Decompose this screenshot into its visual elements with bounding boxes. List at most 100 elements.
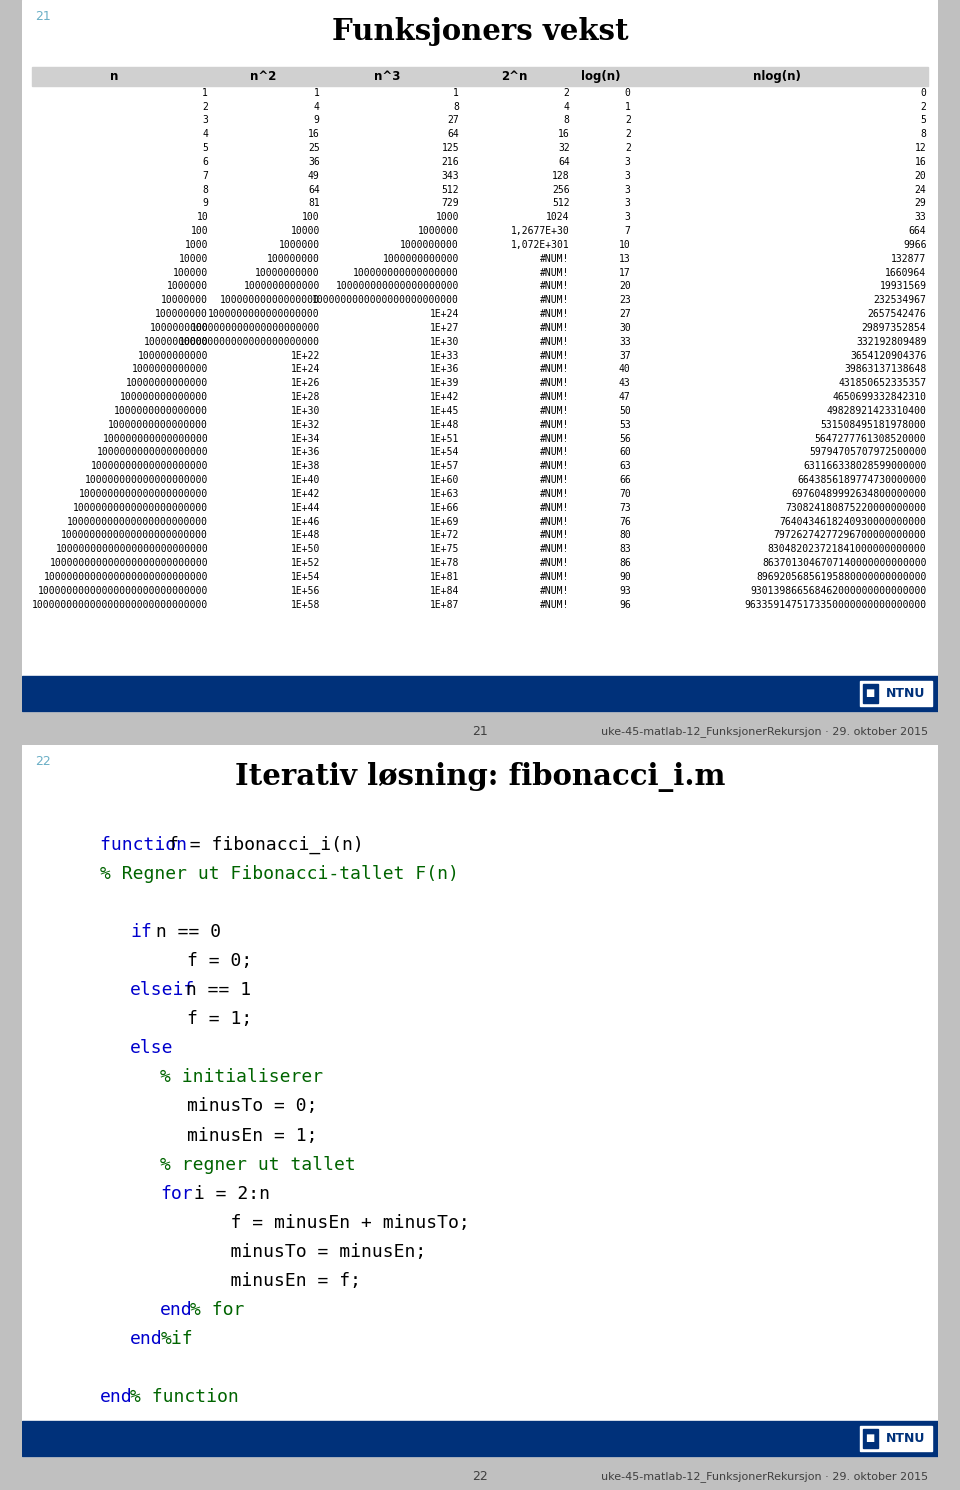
Text: 512: 512	[442, 185, 459, 195]
Text: 100000: 100000	[173, 268, 208, 277]
Text: 1E+81: 1E+81	[430, 572, 459, 583]
Text: 1000000000000000: 1000000000000000	[114, 405, 208, 416]
Text: 1000000000000000000000: 1000000000000000000000	[79, 489, 208, 499]
Bar	[22, 1421, 938, 1456]
Text: 86: 86	[619, 559, 631, 568]
Text: 1,072E+301: 1,072E+301	[511, 240, 569, 250]
Text: 59794705707972500000: 59794705707972500000	[809, 447, 926, 457]
Text: 100000000000000000000000: 100000000000000000000000	[179, 337, 320, 347]
Text: 12: 12	[915, 143, 926, 153]
Text: 1E+27: 1E+27	[430, 323, 459, 332]
Text: 60: 60	[619, 447, 631, 457]
Text: Funksjoners vekst: Funksjoners vekst	[332, 18, 628, 46]
Bar	[859, 1426, 932, 1451]
Text: 49: 49	[308, 171, 320, 180]
Text: 1E+38: 1E+38	[290, 462, 320, 471]
Text: 1E+36: 1E+36	[430, 365, 459, 374]
Text: 1E+22: 1E+22	[290, 350, 320, 361]
Text: 2: 2	[625, 130, 631, 139]
Text: end: end	[101, 1389, 133, 1407]
Text: nlog(n): nlog(n)	[753, 70, 801, 83]
Text: #NUM!: #NUM!	[540, 392, 569, 402]
Text: 10: 10	[197, 212, 208, 222]
Text: 1: 1	[314, 88, 320, 98]
Text: 19931569: 19931569	[879, 282, 926, 292]
Text: 10: 10	[619, 240, 631, 250]
Text: 8: 8	[453, 101, 459, 112]
Text: 100000000000000000000: 100000000000000000000	[336, 282, 459, 292]
Text: 1E+26: 1E+26	[290, 378, 320, 389]
Text: 53: 53	[619, 420, 631, 429]
Text: 1660964: 1660964	[885, 268, 926, 277]
Text: 1000000000000000000: 1000000000000000000	[208, 308, 320, 319]
Text: Iterativ løsning: fibonacci_i.m: Iterativ løsning: fibonacci_i.m	[235, 763, 725, 793]
Text: 100000000000: 100000000000	[137, 350, 208, 361]
Text: else: else	[131, 1040, 174, 1058]
Text: 1000000: 1000000	[418, 226, 459, 235]
Text: 16: 16	[915, 156, 926, 167]
Text: 21: 21	[472, 724, 488, 738]
Text: 64: 64	[308, 185, 320, 195]
Text: 1024: 1024	[546, 212, 569, 222]
Text: end: end	[160, 1301, 193, 1319]
Text: 1E+69: 1E+69	[430, 517, 459, 526]
Text: % for: % for	[190, 1301, 245, 1319]
Text: 1E+58: 1E+58	[290, 599, 320, 609]
Text: minusTo = minusEn;: minusTo = minusEn;	[101, 1243, 426, 1261]
Text: % function: % function	[131, 1389, 239, 1407]
Text: 4: 4	[203, 130, 208, 139]
Text: 1000000: 1000000	[167, 282, 208, 292]
Text: 9633591475173350000000000000000: 9633591475173350000000000000000	[744, 599, 926, 609]
Text: 1E+63: 1E+63	[430, 489, 459, 499]
Text: 27: 27	[619, 308, 631, 319]
Text: f = fibonacci_i(n): f = fibonacci_i(n)	[168, 836, 364, 854]
Text: 66: 66	[619, 475, 631, 486]
Text: 100000000000000000: 100000000000000000	[103, 434, 208, 444]
Text: #NUM!: #NUM!	[540, 378, 569, 389]
Text: 25: 25	[308, 143, 320, 153]
Text: 69760489992634800000000: 69760489992634800000000	[791, 489, 926, 499]
Text: 1E+60: 1E+60	[430, 475, 459, 486]
Text: 1E+52: 1E+52	[290, 559, 320, 568]
Text: 1E+28: 1E+28	[290, 392, 320, 402]
Text: 1E+30: 1E+30	[290, 405, 320, 416]
Text: 1E+54: 1E+54	[290, 572, 320, 583]
Text: 730824180875220000000000: 730824180875220000000000	[785, 502, 926, 513]
Text: #NUM!: #NUM!	[540, 405, 569, 416]
Text: 9: 9	[203, 198, 208, 209]
Text: 125: 125	[442, 143, 459, 153]
Text: 20: 20	[619, 282, 631, 292]
Text: 1E+44: 1E+44	[290, 502, 320, 513]
Text: #NUM!: #NUM!	[540, 559, 569, 568]
Text: 16: 16	[308, 130, 320, 139]
Text: 1000000000000000000000000: 1000000000000000000000000	[61, 530, 208, 541]
Text: 89692056856195880000000000000: 89692056856195880000000000000	[756, 572, 926, 583]
Text: n: n	[110, 70, 119, 83]
Text: 30: 30	[619, 323, 631, 332]
Text: minusEn = f;: minusEn = f;	[101, 1272, 361, 1290]
Text: #NUM!: #NUM!	[540, 489, 569, 499]
Text: 3: 3	[203, 115, 208, 125]
Text: 5: 5	[921, 115, 926, 125]
Text: #NUM!: #NUM!	[540, 502, 569, 513]
Text: 8: 8	[564, 115, 569, 125]
Text: 76: 76	[619, 517, 631, 526]
Text: 90: 90	[619, 572, 631, 583]
Text: minusEn = 1;: minusEn = 1;	[101, 1126, 318, 1144]
Text: 2: 2	[203, 101, 208, 112]
Text: % regner ut tallet: % regner ut tallet	[160, 1156, 356, 1174]
Text: #NUM!: #NUM!	[540, 544, 569, 554]
Text: 83: 83	[619, 544, 631, 554]
Bar	[862, 684, 877, 703]
Text: 3: 3	[625, 171, 631, 180]
Text: n == 1: n == 1	[176, 980, 252, 1000]
Text: #NUM!: #NUM!	[540, 350, 569, 361]
Text: 7: 7	[203, 171, 208, 180]
Text: 10000000000000000000: 10000000000000000000	[90, 462, 208, 471]
Text: #NUM!: #NUM!	[540, 365, 569, 374]
Text: 5: 5	[203, 143, 208, 153]
Text: elseif: elseif	[131, 980, 196, 1000]
Text: uke-45-matlab-12_FunksjonerRekursjon · 29. oktober 2015: uke-45-matlab-12_FunksjonerRekursjon · 2…	[601, 1471, 928, 1481]
Text: function: function	[101, 836, 198, 854]
Text: 729: 729	[442, 198, 459, 209]
